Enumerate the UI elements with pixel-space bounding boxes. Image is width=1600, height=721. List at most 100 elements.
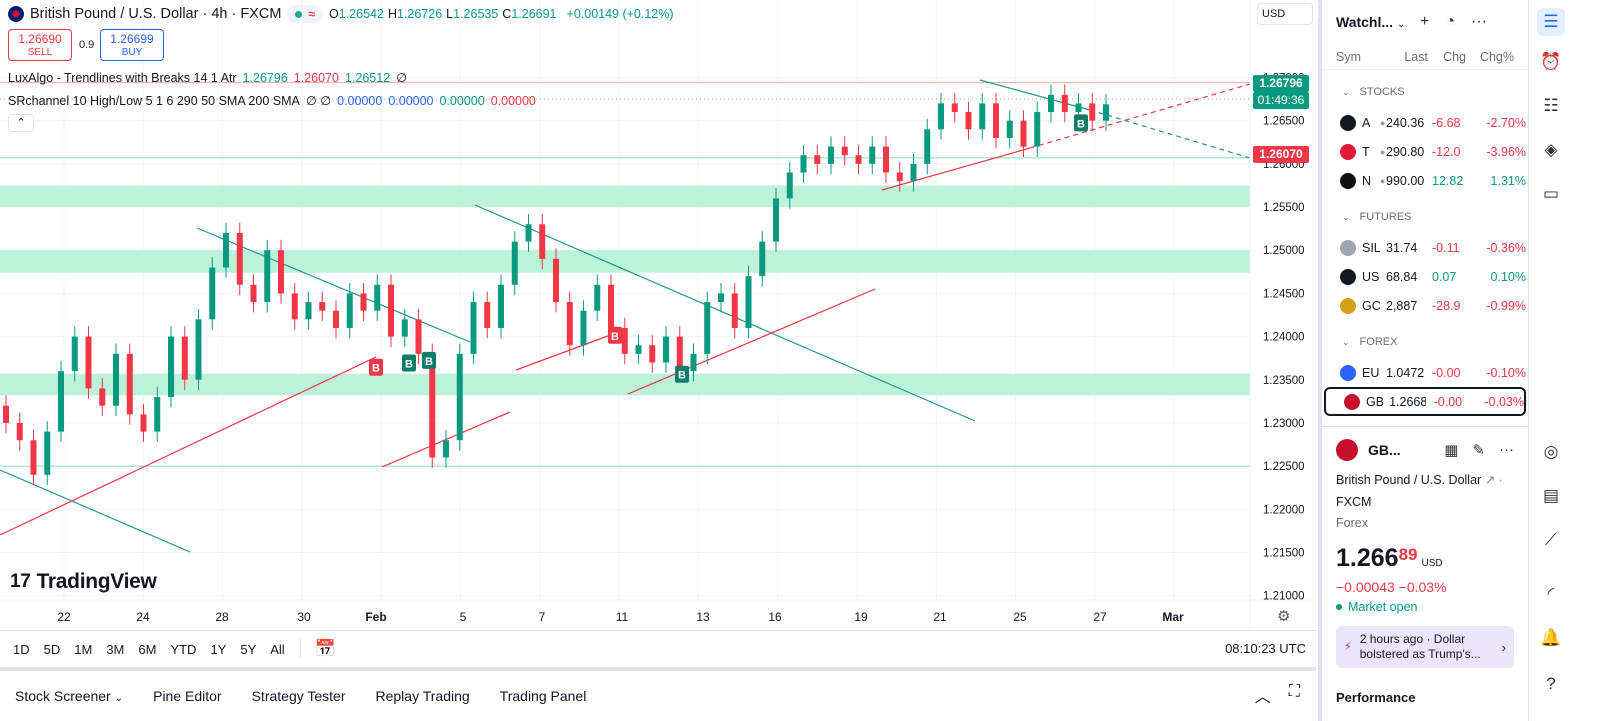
trendline bbox=[881, 147, 1031, 191]
buy-signal-marker bbox=[422, 351, 436, 369]
watchlist-row[interactable]: N ● 990.00 12.82 1.31% bbox=[1322, 166, 1528, 195]
range-1m[interactable]: 1M bbox=[74, 641, 93, 657]
chat-icon[interactable]: ▭ bbox=[1542, 184, 1560, 203]
news-list-icon[interactable]: ☷ bbox=[1543, 96, 1559, 115]
range-ytd[interactable]: YTD bbox=[170, 641, 197, 657]
panel-controls: ︿ ⛶ bbox=[1255, 683, 1300, 707]
ohlc-key-h: H bbox=[387, 7, 397, 21]
layout-grid-icon[interactable]: ▦ bbox=[1444, 442, 1459, 459]
symbol-title[interactable]: British Pound / U.S. Dollar · 4h · FXCM bbox=[30, 6, 282, 22]
tab-stock-screener[interactable]: Stock Screener ⌄ bbox=[0, 688, 138, 704]
sell-button[interactable]: 1.26690 SELL bbox=[8, 29, 72, 61]
row-symbol: US bbox=[1362, 269, 1380, 284]
status-dot-icon: ● bbox=[1380, 146, 1386, 157]
range-all[interactable]: All bbox=[270, 641, 285, 657]
x-tick-label: 21 bbox=[933, 610, 947, 624]
tab-strategy-tester[interactable]: Strategy Tester bbox=[251, 688, 346, 704]
detail-full-name[interactable]: British Pound / U.S. Dollar ↗ · bbox=[1336, 472, 1514, 487]
more-options-icon[interactable]: ··· bbox=[1499, 441, 1514, 458]
watchlist-row[interactable]: EU 1.0472 -0.00 -0.10% bbox=[1322, 358, 1528, 387]
candle-body bbox=[181, 336, 188, 380]
col-sym[interactable]: Sym bbox=[1336, 49, 1361, 64]
advanced-view-icon[interactable]: ◔ bbox=[1445, 13, 1456, 30]
add-symbol-icon[interactable]: + bbox=[1420, 13, 1430, 30]
goto-date-icon[interactable]: 📅 bbox=[314, 639, 336, 658]
help-icon[interactable]: ? bbox=[1546, 674, 1556, 693]
range-1y[interactable]: 1Y bbox=[210, 641, 227, 657]
candle-body bbox=[1020, 120, 1027, 147]
y-tick-label: 1.21500 bbox=[1263, 548, 1305, 560]
luxalgo-value-2: 1.26070 bbox=[293, 70, 339, 85]
y-tick-label: 1.25500 bbox=[1263, 202, 1305, 214]
price-chart[interactable]: BBBBBB1.270001.265001.260001.255001.2500… bbox=[0, 0, 1316, 630]
col-chg[interactable]: Chg bbox=[1443, 49, 1466, 64]
row-change: 12.82 bbox=[1432, 173, 1464, 188]
target-icon[interactable]: ◎ bbox=[1543, 442, 1559, 461]
luxalgo-name: LuxAlgo - Trendlines with Breaks 14 1 At… bbox=[8, 70, 237, 85]
broadcast-icon[interactable]: ◜ bbox=[1547, 584, 1555, 603]
watchlist-row[interactable]: GB 1.2668 -0.00 -0.03% bbox=[1324, 387, 1526, 416]
tab-trading-panel[interactable]: Trading Panel bbox=[499, 688, 587, 704]
candle-body bbox=[498, 284, 504, 328]
section-futures[interactable]: ⌄ FUTURES bbox=[1322, 201, 1528, 233]
section-forex[interactable]: ⌄ FOREX bbox=[1322, 326, 1528, 358]
buy-button[interactable]: 1.26699 BUY bbox=[100, 29, 164, 61]
watchlist-row[interactable]: SIL 31.74 -0.11 -0.36% bbox=[1322, 233, 1528, 262]
maximize-panel-icon[interactable]: ⛶ bbox=[1288, 683, 1300, 700]
candle-body bbox=[44, 431, 51, 475]
row-change: 0.07 bbox=[1432, 269, 1457, 284]
candle-body bbox=[786, 172, 793, 199]
candle-body bbox=[209, 267, 216, 320]
watchlist-columns: Sym Last Chg Chg% bbox=[1322, 44, 1528, 70]
watchlist-row[interactable]: US 68.84 0.07 0.10% bbox=[1322, 262, 1528, 291]
sell-signal-marker bbox=[608, 326, 622, 344]
range-6m[interactable]: 6M bbox=[138, 641, 157, 657]
watchlist-row[interactable]: A ● 240.36 -6.68 -2.70% bbox=[1322, 108, 1528, 137]
col-chg-pct[interactable]: Chg% bbox=[1479, 49, 1514, 64]
range-5y[interactable]: 5Y bbox=[240, 641, 257, 657]
tab-pine-editor[interactable]: Pine Editor bbox=[153, 688, 222, 704]
watchlist-row[interactable]: T ● 290.80 -12.0 -3.96% bbox=[1322, 137, 1528, 166]
bell-icon[interactable]: 🔔 bbox=[1540, 628, 1562, 647]
layers-icon[interactable]: ◈ bbox=[1544, 140, 1558, 159]
tab-replay-trading[interactable]: Replay Trading bbox=[375, 688, 470, 704]
alerts-clock-icon[interactable]: ⏰ bbox=[1540, 52, 1562, 71]
collapse-legend-button[interactable]: ⌃ bbox=[8, 114, 34, 132]
more-options-icon[interactable]: ··· bbox=[1471, 13, 1487, 30]
chart-line-icon[interactable]: ⟋ bbox=[1545, 530, 1557, 549]
range-1d[interactable]: 1D bbox=[13, 641, 30, 657]
indicator-srchannel[interactable]: SRchannel 10 High/Low 5 1 6 290 50 SMA 2… bbox=[8, 93, 536, 109]
row-symbol: T bbox=[1362, 144, 1370, 159]
symbol-logo-icon bbox=[1344, 393, 1360, 410]
col-last[interactable]: Last bbox=[1404, 49, 1428, 64]
row-last: 68.84 bbox=[1386, 269, 1418, 284]
indicator-luxalgo[interactable]: LuxAlgo - Trendlines with Breaks 14 1 At… bbox=[8, 70, 407, 86]
collapse-panel-icon[interactable]: ︿ bbox=[1254, 689, 1271, 706]
range-5d[interactable]: 5D bbox=[43, 641, 61, 657]
sr-zone bbox=[0, 185, 1250, 208]
detail-price-sup: 89 bbox=[1398, 545, 1418, 564]
candle-body bbox=[828, 146, 834, 164]
tradingview-logo[interactable]: 17 TradingView bbox=[10, 570, 157, 594]
currency-select[interactable]: USD bbox=[1257, 3, 1313, 25]
y-tick-label: 1.23500 bbox=[1263, 375, 1305, 387]
detail-price-main: 1.266 bbox=[1336, 544, 1399, 572]
utc-clock[interactable]: 08:10:23 UTC bbox=[1225, 641, 1306, 656]
chart-pane[interactable]: BBBBBB1.270001.265001.260001.255001.2500… bbox=[0, 0, 1316, 630]
y-tick-label: 1.25000 bbox=[1263, 245, 1305, 257]
detail-symbol[interactable]: GB... bbox=[1368, 442, 1401, 458]
range-3m[interactable]: 3M bbox=[106, 641, 125, 657]
row-change-pct: 0.10% bbox=[1490, 269, 1526, 284]
market-status-pill[interactable]: ≈ bbox=[287, 5, 324, 23]
watchlist-title[interactable]: Watchl... ⌄ bbox=[1336, 14, 1420, 30]
section-stocks[interactable]: ⌄ STOCKS bbox=[1322, 76, 1528, 108]
watchlist-row[interactable]: GC 2,887 -28.9 -0.99% bbox=[1322, 291, 1528, 320]
edit-icon[interactable]: ✎ bbox=[1472, 442, 1485, 459]
news-item[interactable]: ⚡ 2 hours ago · Dollar bolstered as Trum… bbox=[1336, 626, 1514, 668]
performance-heading[interactable]: Performance bbox=[1336, 690, 1416, 705]
watchlist-icon[interactable]: ☰ bbox=[1537, 8, 1565, 36]
axis-settings-icon[interactable]: ⚙ bbox=[1277, 608, 1291, 625]
candle-body bbox=[663, 336, 669, 363]
calendar-icon[interactable]: ▤ bbox=[1542, 486, 1560, 505]
candle-body bbox=[236, 232, 243, 285]
